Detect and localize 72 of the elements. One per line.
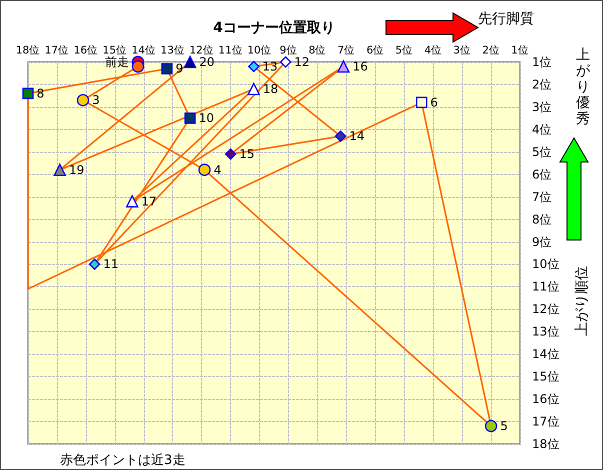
series-label: 14 [349,129,364,144]
point [88,258,100,270]
x-tick-label: 8位 [308,44,326,56]
point [224,148,236,160]
x-tick-label: 13位 [160,44,185,56]
y-tick-label: 5位 [532,144,552,159]
y-tick-label: 11位 [532,280,560,294]
y-tick-label: 17位 [532,414,560,429]
point [22,88,34,100]
y-tick-label: 16位 [532,392,560,406]
series-label: 12 [294,55,310,69]
x-tick-label: 16位 [74,44,98,56]
series-label: 20 [199,55,214,69]
point [132,60,144,73]
y-tick-label: 6位 [532,167,552,182]
series-label: 3 [92,93,100,108]
point [184,112,196,124]
point [198,164,211,176]
series-label: 11 [103,257,118,272]
series-label: 18 [262,82,278,96]
x-tick-label: 1位 [511,44,529,56]
point [337,60,350,73]
point [248,82,260,96]
y-tick-label: 9位 [532,234,552,249]
text: 上がり優秀 [576,47,590,127]
point [280,56,292,68]
point [416,96,428,108]
point [248,60,260,72]
y-tick-label: 18位 [532,437,560,451]
y-tick-label: 12位 [532,302,560,316]
y-axis-title: 上がり順位 [574,266,590,336]
y-tick-label: 7位 [532,190,552,204]
x-tick-label: 4位 [424,44,442,56]
y-tick-label: 3位 [532,100,552,114]
x-tick-label: 11位 [218,44,243,56]
x-tick-label: 9位 [280,44,298,56]
y-tick-label: 2位 [532,77,552,92]
x-tick-label: 6位 [366,44,384,56]
x-tick-label: 7位 [338,44,356,56]
point [54,164,66,176]
y-tick-label: 13位 [532,324,560,339]
y-tick-label: 1位 [532,55,552,69]
point [76,94,90,106]
x-tick-label: 12位 [189,44,214,56]
y-tick-label: 10位 [532,257,560,272]
series-label: 19 [68,162,84,177]
x-tick-label: 10位 [247,44,272,56]
chart-title: 4コーナー位置取り [213,20,335,36]
x-tick-label: 15位 [102,44,128,56]
x-tick-label: 5位 [395,44,414,56]
series-label: 10 [198,111,214,126]
y-tick-label: 15位 [532,370,560,384]
x-tick-label: 2位 [482,44,500,56]
y-tick-label: 14位 [532,347,560,362]
series-label: 5 [500,419,508,434]
series-label: 4 [214,162,222,177]
point [334,130,346,142]
x-tick-label: 14位 [132,44,156,56]
y-tick-label: 8位 [532,212,552,226]
x-tick-label: 3位 [453,44,471,56]
text: 赤色ポイントは近3走 [60,453,186,468]
text: 先行脚質 [478,11,534,27]
point [184,56,196,68]
y-tick-label: 4位 [532,122,552,136]
point [126,195,138,208]
series-label: 16 [352,59,368,74]
point [484,420,498,432]
x-tick-label: 17位 [44,44,70,56]
point [161,63,173,74]
series-label: 6 [430,95,438,110]
series-label: 前走 [104,55,129,69]
x-tick-label: 18位 [16,44,40,56]
